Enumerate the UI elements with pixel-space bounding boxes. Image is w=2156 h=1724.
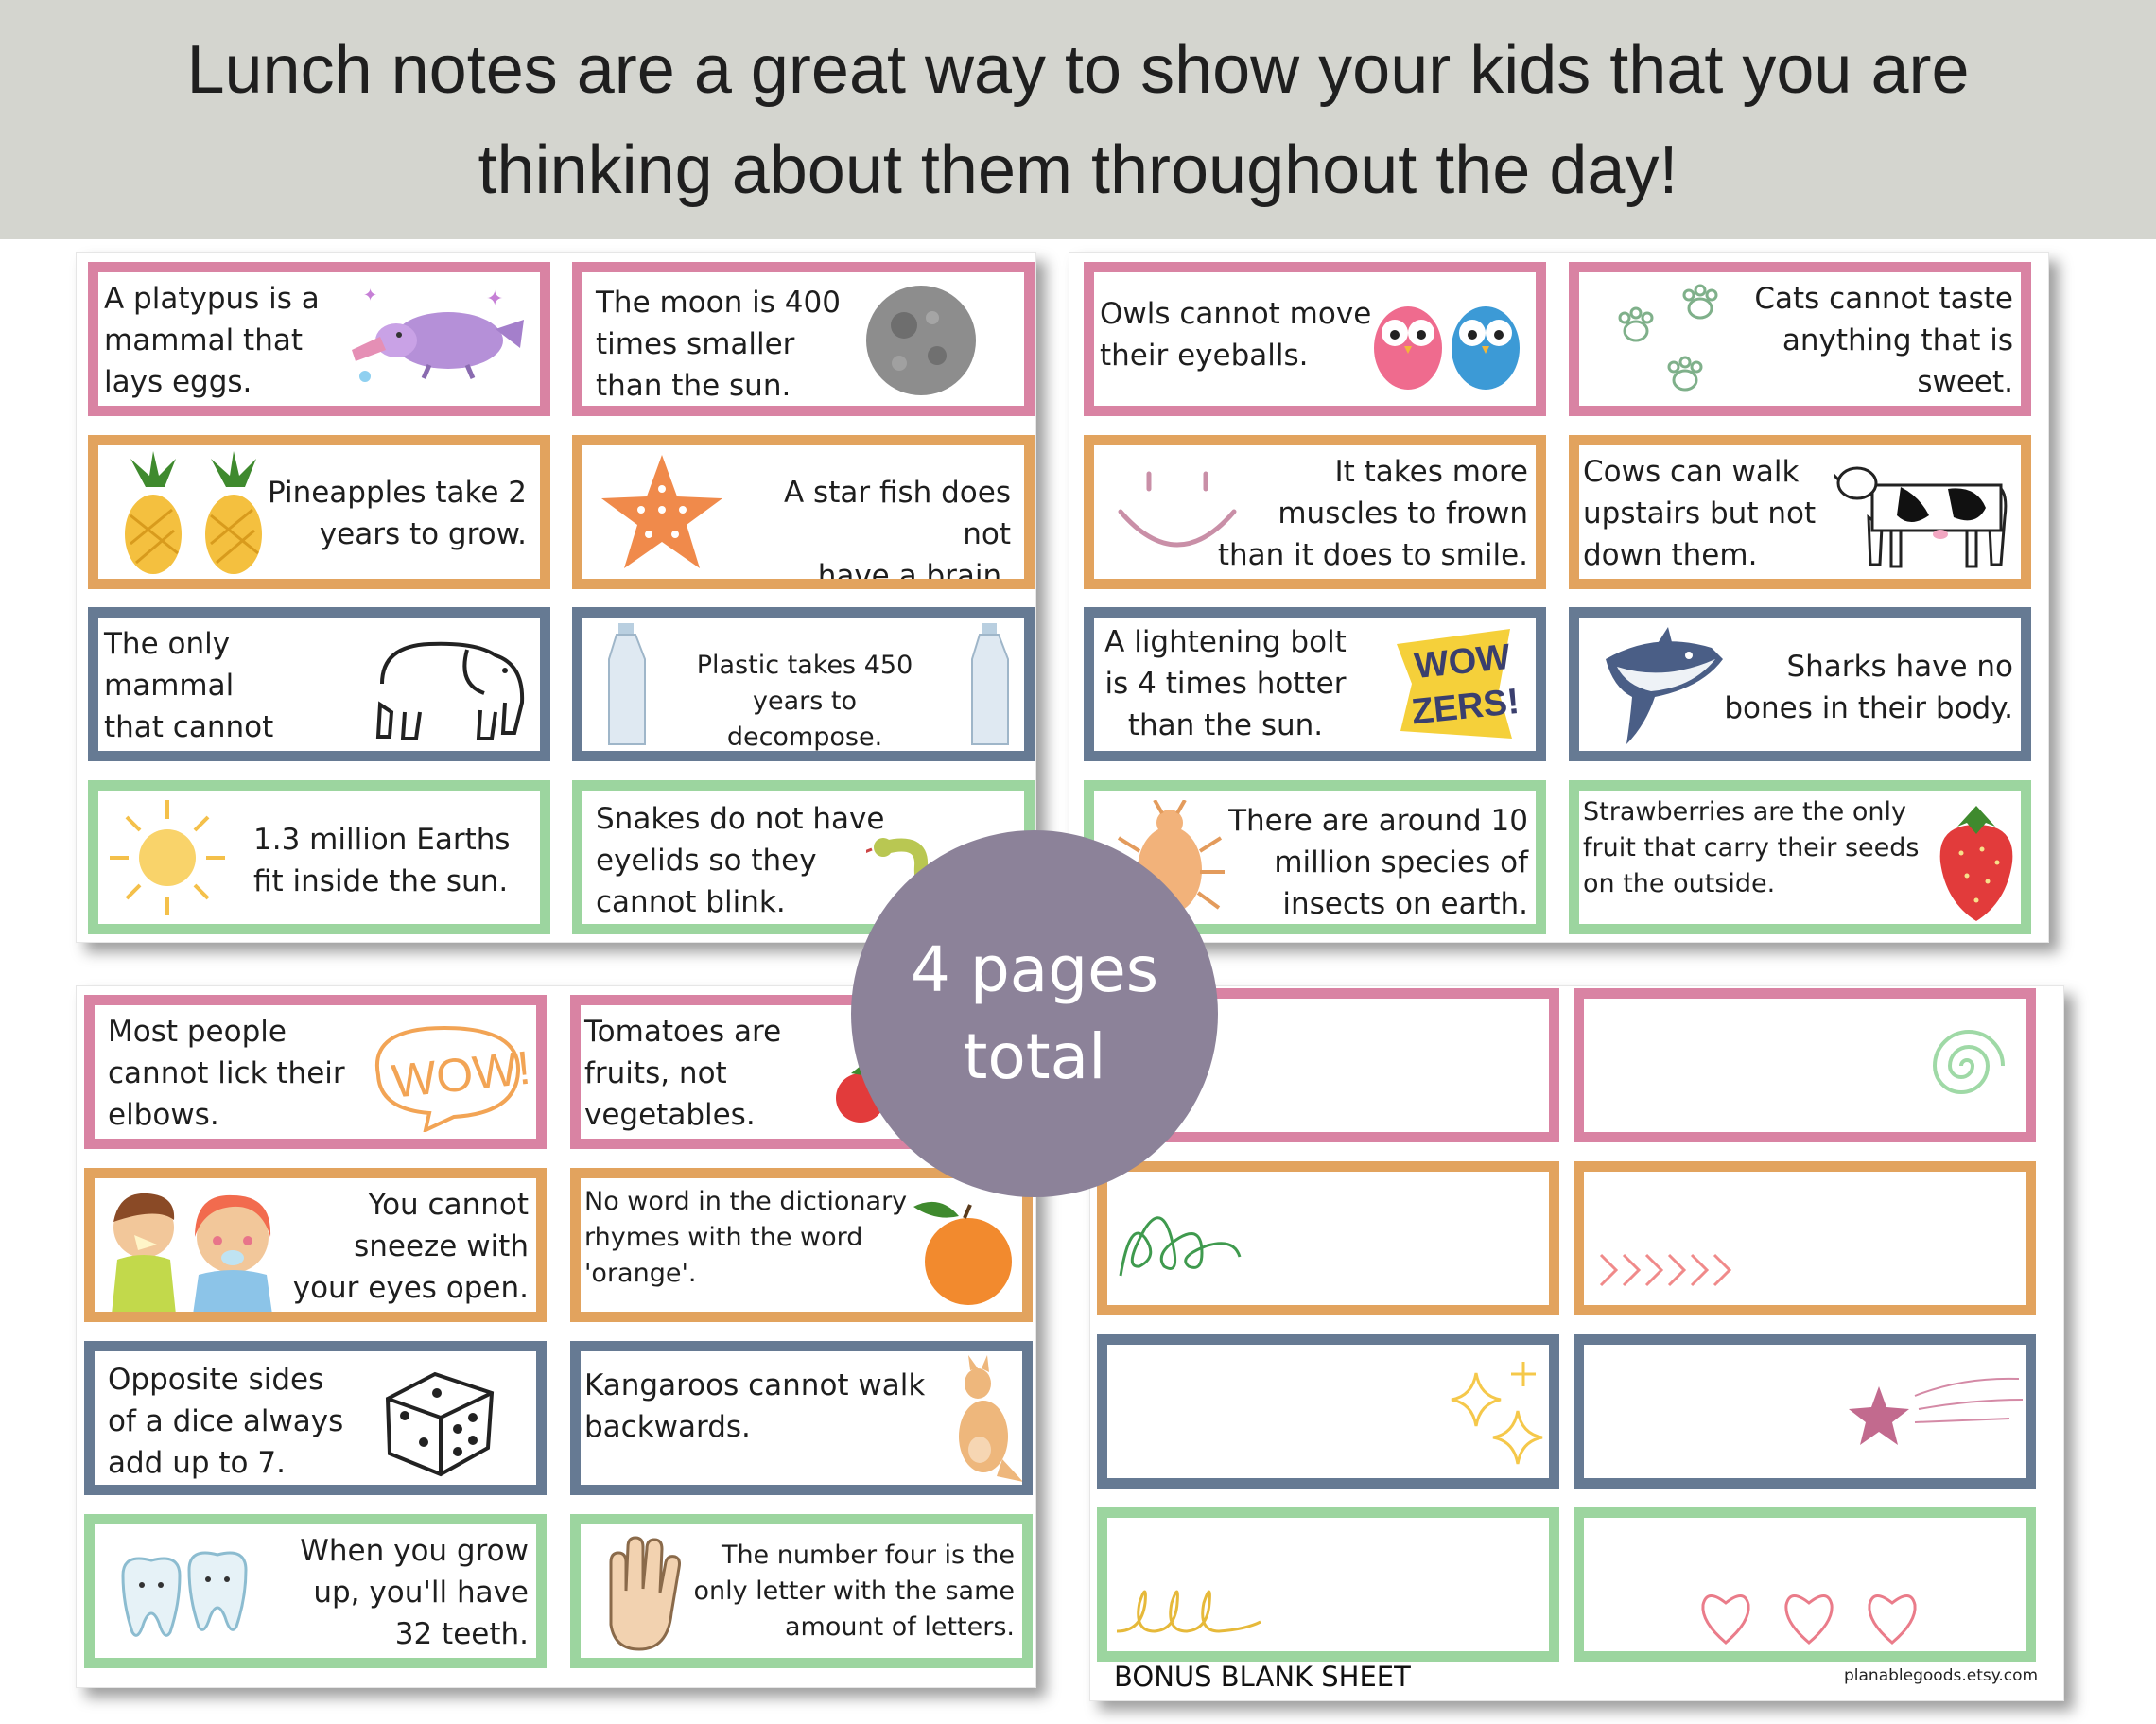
- note-card-owls: Owls cannot move their eyeballs.: [1084, 262, 1546, 416]
- shark-icon: [1606, 627, 1723, 744]
- paw-prints-icon: [1618, 284, 1718, 392]
- note-text: Pineapples take 2 years to grow.: [267, 476, 527, 551]
- note-text: A lightening bolt is 4 times hotter than…: [1104, 625, 1347, 742]
- note-text: Cows can walk upstairs but not down them…: [1583, 455, 1817, 572]
- note-text: When you grow up, you'll have 32 teeth.: [300, 1534, 529, 1651]
- sun-icon: [110, 800, 225, 915]
- note-card-orange: No word in the dictionary rhymes with th…: [570, 1168, 1033, 1322]
- chevrons-doodle-icon: [1599, 1253, 1732, 1287]
- note-text: The number four is the only letter with …: [693, 1541, 1015, 1642]
- note-card-dice: Opposite sides of a dice always add up t…: [84, 1341, 547, 1495]
- note-text: Cats cannot taste anything that is sweet…: [1754, 282, 2013, 399]
- svg-text:✦: ✦: [486, 287, 503, 311]
- sparkles-doodle-icon: [1451, 1362, 1543, 1465]
- note-text: Most people cannot lick their elbows.: [108, 1015, 345, 1132]
- loops-doodle-icon: [1119, 1216, 1242, 1277]
- note-text: A star fish does not have a brain.: [783, 476, 1011, 589]
- shooting-star-icon: [1849, 1377, 2024, 1445]
- blank-card: [1574, 1161, 2036, 1315]
- svg-text:✦: ✦: [363, 286, 377, 305]
- note-card-cow: Cows can walk upstairs but not down them…: [1569, 435, 2031, 589]
- note-text: Kangaroos cannot walk backwards.: [584, 1368, 926, 1444]
- blank-card: [1097, 1507, 1559, 1662]
- kangaroo-icon: [959, 1355, 1022, 1482]
- blank-card: [1097, 1161, 1559, 1315]
- note-card-sun: 1.3 million Earths fit inside the sun.: [88, 780, 550, 934]
- note-text: You cannot sneeze with your eyes open.: [292, 1188, 529, 1305]
- note-card-lightning: A lightening bolt is 4 times hotter than…: [1084, 607, 1546, 761]
- blank-card: [1574, 1334, 2036, 1489]
- note-text: A platypus is a mammal that lays eggs.: [104, 282, 320, 399]
- note-card-elbows: Most people cannot lick their elbows. WO…: [84, 995, 547, 1149]
- strawberry-icon: [1939, 806, 2013, 921]
- note-text: Owls cannot move their eyeballs.: [1100, 297, 1372, 373]
- blank-card: [1574, 988, 2036, 1142]
- note-card-cats: Cats cannot taste anything that is sweet…: [1569, 262, 2031, 416]
- note-text: The only mammal that cannot jump is an e…: [104, 627, 274, 744]
- note-text: Opposite sides of a dice always add up t…: [108, 1363, 344, 1480]
- badge-line-2: total: [963, 1020, 1106, 1093]
- pages-count-badge: 4 pages total: [851, 830, 1218, 1197]
- note-text: 1.3 million Earths fit inside the sun.: [253, 823, 511, 898]
- moon-icon: [866, 286, 976, 395]
- sneezing-kids-icon: [112, 1193, 272, 1312]
- blank-card: [1574, 1507, 2036, 1662]
- bonus-sheet-label: BONUS BLANK SHEET: [1114, 1661, 1411, 1693]
- note-text: Strawberries are the only fruit that car…: [1583, 797, 1920, 898]
- note-text: The moon is 400 times smaller than the s…: [596, 286, 841, 403]
- spiral-doodle-icon: [1932, 1030, 2005, 1094]
- note-card-pineapple: Pineapples take 2 years to grow.: [88, 435, 550, 589]
- note-text: Plastic takes 450 years to decompose.: [696, 651, 913, 752]
- note-card-four: The number four is the only letter with …: [570, 1514, 1033, 1668]
- bottle-icon: [608, 623, 646, 745]
- note-card-plastic: Plastic takes 450 years to decompose.: [572, 607, 1035, 761]
- four-fingers-icon: [609, 1536, 681, 1651]
- bottle-icon: [971, 623, 1009, 745]
- note-card-elephant: The only mammal that cannot jump is an e…: [88, 607, 550, 761]
- dice-icon: [385, 1371, 495, 1477]
- note-card-moon: The moon is 400 times smaller than the s…: [572, 262, 1035, 416]
- note-card-sneeze: You cannot sneeze with your eyes open.: [84, 1168, 547, 1322]
- note-text: Snakes do not have eyelids so they canno…: [596, 802, 885, 919]
- hearts-doodle-icon: [1701, 1594, 1917, 1645]
- note-text: No word in the dictionary rhymes with th…: [584, 1187, 908, 1288]
- wowzers-icon: WOW ZERS!: [1397, 629, 1520, 739]
- note-card-platypus: A platypus is a mammal that lays eggs. ✦…: [88, 262, 550, 416]
- teeth-icon: [121, 1551, 248, 1637]
- header-banner: Lunch notes are a great way to show your…: [0, 0, 2156, 239]
- badge-line-1: 4 pages: [910, 933, 1159, 1006]
- elephant-icon: [375, 641, 525, 740]
- smile-icon: [1118, 471, 1237, 548]
- note-card-starfish: A star fish does not have a brain.: [572, 435, 1035, 589]
- note-card-shark: Sharks have no bones in their body.: [1569, 607, 2031, 761]
- note-text: Tomatoes are fruits, not vegetables.: [584, 1015, 782, 1132]
- note-text: It takes more muscles to frown than it d…: [1217, 455, 1528, 572]
- owls-icon: [1374, 306, 1520, 390]
- note-card-teeth: When you grow up, you'll have 32 teeth.: [84, 1514, 547, 1668]
- wow-bubble-icon: WOW!: [374, 1025, 533, 1132]
- pineapple-icon: [125, 451, 262, 574]
- blank-card: [1097, 1334, 1559, 1489]
- banner-text: Lunch notes are a great way to show your…: [186, 31, 1970, 208]
- cursive-loops-icon: [1116, 1590, 1261, 1633]
- note-card-kangaroo: Kangaroos cannot walk backwards.: [570, 1341, 1033, 1495]
- platypus-icon: ✦ ✦: [352, 286, 524, 382]
- starfish-icon: [601, 455, 722, 568]
- note-text: Sharks have no bones in their body.: [1724, 650, 2013, 725]
- shop-url: planablegoods.etsy.com: [1844, 1666, 2039, 1685]
- cow-icon: [1834, 466, 2008, 568]
- orange-icon: [913, 1201, 1012, 1305]
- note-text: There are around 10 million species of i…: [1228, 804, 1528, 921]
- note-card-strawberry: Strawberries are the only fruit that car…: [1569, 780, 2031, 934]
- note-card-smile: It takes more muscles to frown than it d…: [1084, 435, 1546, 589]
